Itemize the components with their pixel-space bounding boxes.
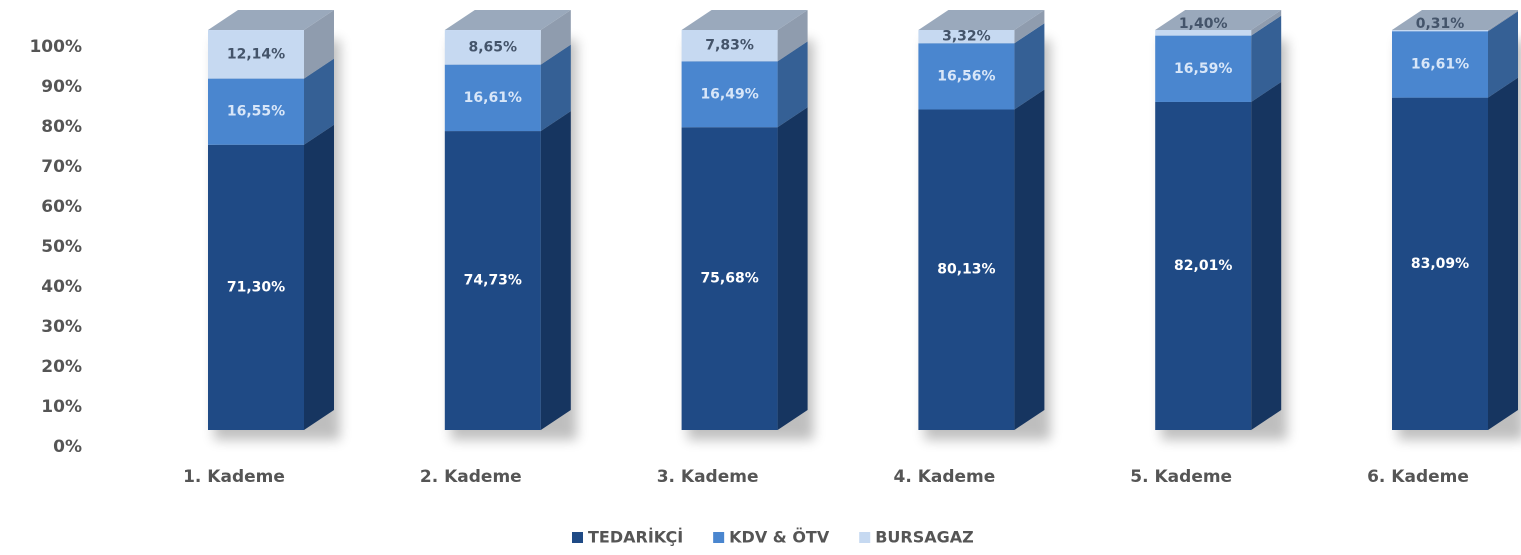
bar-top (1155, 10, 1282, 30)
y-tick-label: 30% (41, 317, 82, 337)
bar-top (1392, 9, 1518, 30)
data-label: 16,55% (227, 104, 285, 120)
bar-side (1488, 9, 1518, 32)
bar-segment (1392, 97, 1488, 430)
x-tick-label: 1. Kademe (183, 467, 285, 487)
bar-side (1488, 11, 1518, 98)
data-label: 0,31% (1416, 16, 1465, 32)
bar-side (1014, 9, 1045, 44)
bar-top (208, 10, 334, 31)
bar-side (1251, 10, 1282, 36)
bar-side (777, 10, 808, 62)
legend-label: BURSAGAZ (875, 528, 974, 547)
bar-segment (918, 29, 1015, 44)
legend-label: TEDARİKÇİ (588, 528, 683, 547)
y-tick-label: 40% (41, 277, 82, 297)
data-label: 71,30% (227, 279, 285, 295)
bar-segment (918, 109, 1015, 430)
data-label: 16,49% (700, 86, 758, 102)
bar-segment (208, 144, 304, 431)
bar-top (918, 9, 1045, 30)
x-tick-label: 2. Kademe (420, 467, 522, 487)
y-tick-label: 60% (41, 197, 82, 217)
bar-side (777, 107, 808, 430)
data-label: 8,65% (469, 39, 518, 55)
bar-segment (1392, 31, 1488, 98)
bar-side (1014, 89, 1045, 430)
y-tick-label: 90% (41, 77, 82, 97)
bar-segment (1155, 30, 1252, 36)
data-label: 16,61% (464, 90, 522, 106)
y-tick-label: 10% (41, 397, 82, 417)
bar-segment (681, 61, 778, 128)
bar-side (1251, 81, 1282, 431)
data-label: 80,13% (937, 262, 995, 278)
bar-top (444, 10, 571, 31)
bar-segment (208, 78, 304, 145)
legend-swatch (713, 532, 725, 543)
y-tick-label: 70% (41, 157, 82, 177)
bar-side (540, 111, 571, 430)
y-tick-label: 50% (41, 237, 82, 257)
bar-top (681, 10, 808, 30)
bar-side (540, 44, 571, 132)
data-label: 7,83% (705, 38, 754, 54)
bar-segment (681, 30, 778, 62)
bar-segment (918, 43, 1015, 110)
x-tick-label: 5. Kademe (1130, 467, 1232, 487)
data-label: 82,01% (1174, 258, 1232, 274)
bar-side (1251, 15, 1282, 102)
bar-segment (444, 30, 541, 65)
bar-segment (444, 64, 541, 132)
y-tick-label: 100% (29, 37, 82, 57)
data-label: 3,32% (942, 29, 991, 45)
bar-side (777, 41, 808, 128)
bar-side (1014, 23, 1045, 110)
bar-side (304, 124, 334, 431)
data-label: 16,61% (1411, 56, 1469, 72)
y-tick-label: 80% (41, 117, 82, 137)
x-tick-label: 4. Kademe (894, 467, 996, 487)
bar-side (540, 10, 571, 65)
bar-segment (1155, 101, 1252, 431)
x-tick-label: 3. Kademe (657, 467, 759, 487)
x-tick-label: 6. Kademe (1367, 467, 1469, 487)
bar-side (304, 58, 334, 145)
data-label: 75,68% (700, 271, 758, 287)
bar-side (304, 10, 334, 79)
bar-segment (1155, 35, 1252, 102)
bar-side (1488, 77, 1518, 430)
bar-segment (444, 131, 541, 430)
bar-segment (1392, 29, 1488, 32)
y-tick-label: 20% (41, 357, 82, 377)
y-tick-label: 0% (53, 437, 82, 457)
data-label: 16,59% (1174, 61, 1232, 77)
legend-swatch (572, 532, 583, 543)
data-label: 74,73% (464, 273, 522, 289)
legend-label: KDV & ÖTV (729, 528, 830, 547)
data-label: 1,40% (1179, 16, 1228, 32)
legend-swatch (859, 532, 871, 543)
bar-segment (208, 30, 304, 79)
bar-segment (681, 127, 778, 430)
data-label: 16,56% (937, 68, 995, 84)
data-label: 83,09% (1411, 256, 1469, 272)
data-label: 12,14% (227, 46, 285, 62)
